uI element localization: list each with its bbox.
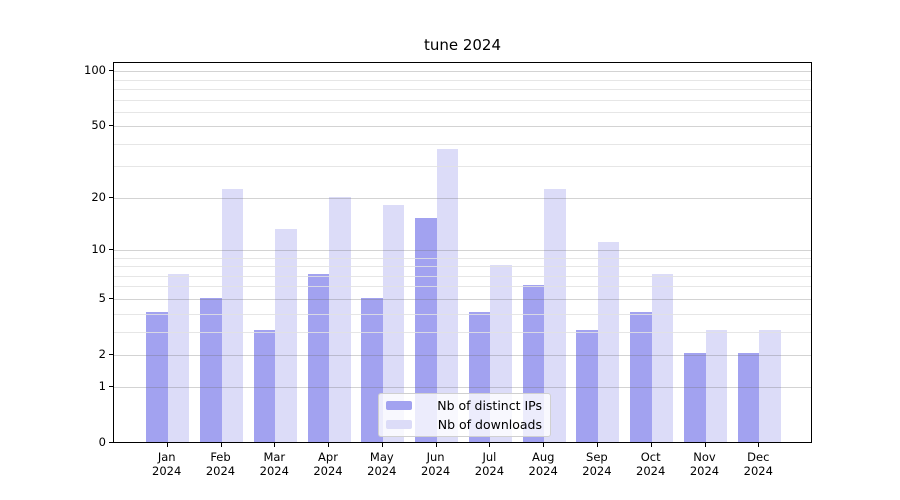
- x-tick-mark: [435, 443, 437, 447]
- x-tick-label: May 2024: [367, 450, 397, 478]
- x-tick-label: Jul 2024: [474, 450, 505, 478]
- minor-gridline: [114, 331, 811, 333]
- y-tick-label: 5: [98, 290, 106, 305]
- x-tick-mark: [704, 443, 706, 447]
- legend-label: Nb of distinct IPs: [437, 398, 542, 413]
- minor-gridline: [114, 111, 811, 113]
- y-tick-label: 100: [84, 63, 106, 78]
- y-tick-mark: [109, 297, 113, 299]
- x-tick-label: Aug 2024: [528, 450, 558, 478]
- bar-downloads-may: [382, 204, 405, 442]
- bar-distinct-ips-mar: [253, 330, 276, 442]
- major-gridline: [114, 354, 811, 356]
- bar-downloads-feb: [221, 189, 243, 442]
- x-tick-mark: [381, 443, 383, 447]
- y-tick-label: 2: [98, 346, 106, 361]
- y-tick-mark: [109, 353, 113, 355]
- bar-distinct-ips-apr: [307, 274, 329, 442]
- x-tick-label: Sep 2024: [582, 450, 612, 478]
- y-tick-mark: [109, 386, 113, 388]
- x-tick-mark: [166, 443, 168, 447]
- x-tick-mark: [274, 443, 276, 447]
- chart-title: tune 2024: [423, 36, 502, 54]
- major-gridline: [114, 298, 811, 300]
- plot-area: [113, 62, 812, 443]
- legend-item-distinct-ips: Nb of distinct IPs: [386, 396, 542, 415]
- minor-gridline: [114, 275, 811, 277]
- minor-gridline: [114, 313, 811, 315]
- bar-downloads-dec: [759, 330, 781, 442]
- major-gridline: [114, 387, 811, 389]
- x-tick-label: Jun 2024: [420, 450, 451, 478]
- legend-item-downloads: Nb of downloads: [386, 415, 542, 434]
- y-tick-mark: [109, 248, 113, 250]
- x-tick-label: Jan 2024: [152, 450, 182, 478]
- bar-downloads-apr: [329, 196, 351, 442]
- bar-downloads-mar: [275, 229, 297, 442]
- bar-distinct-ips-feb: [200, 297, 222, 442]
- y-tick-mark: [109, 70, 113, 72]
- major-gridline: [114, 126, 811, 128]
- bar-distinct-ips-dec: [737, 353, 760, 442]
- minor-gridline: [114, 99, 811, 101]
- minor-gridline: [114, 166, 811, 168]
- minor-gridline: [114, 286, 811, 288]
- y-tick-mark: [109, 196, 113, 198]
- x-tick-mark: [758, 443, 760, 447]
- bar-downloads-aug: [544, 189, 566, 442]
- x-tick-label: Dec 2024: [743, 450, 773, 478]
- minor-gridline: [114, 143, 811, 145]
- bar-downloads-jun: [436, 148, 459, 442]
- x-tick-label: Oct 2024: [636, 450, 666, 478]
- minor-gridline: [114, 79, 811, 81]
- major-gridline: [114, 249, 811, 251]
- minor-gridline: [114, 266, 811, 268]
- minor-gridline: [114, 88, 811, 90]
- x-tick-mark: [328, 443, 329, 447]
- x-tick-label: Mar 2024: [259, 450, 289, 478]
- y-tick-label: 1: [98, 379, 106, 394]
- bar-distinct-ips-oct: [630, 312, 652, 442]
- major-gridline: [114, 71, 811, 73]
- x-tick-mark: [596, 443, 598, 447]
- bar-downloads-sep: [597, 241, 620, 442]
- x-tick-mark: [650, 443, 652, 447]
- legend-swatch-distinct-ips: [386, 401, 412, 410]
- bar-downloads-jan: [167, 274, 190, 442]
- x-tick-label: Apr 2024: [313, 450, 343, 478]
- minor-gridline: [114, 257, 811, 259]
- x-tick-label: Feb 2024: [205, 450, 236, 478]
- legend: Nb of distinct IPs Nb of downloads: [378, 393, 551, 437]
- y-tick-mark: [109, 442, 113, 444]
- bar-distinct-ips-jan: [146, 312, 168, 442]
- y-tick-label: 50: [91, 118, 106, 133]
- y-tick-label: 0: [98, 435, 106, 450]
- bar-distinct-ips-sep: [576, 330, 598, 442]
- legend-swatch-downloads: [386, 420, 412, 429]
- y-tick-label: 10: [91, 241, 106, 256]
- x-tick-mark: [543, 443, 545, 447]
- bar-distinct-ips-jun: [415, 218, 437, 442]
- bar-downloads-oct: [651, 274, 674, 442]
- legend-label: Nb of downloads: [437, 417, 542, 432]
- x-tick-mark: [220, 443, 222, 447]
- bar-downloads-nov: [705, 330, 727, 442]
- y-tick-mark: [109, 125, 113, 127]
- bar-distinct-ips-may: [361, 297, 383, 442]
- bar-distinct-ips-nov: [684, 353, 706, 442]
- x-tick-mark: [489, 443, 491, 447]
- y-tick-label: 20: [91, 189, 106, 204]
- major-gridline: [114, 197, 811, 199]
- x-tick-label: Nov 2024: [689, 450, 720, 478]
